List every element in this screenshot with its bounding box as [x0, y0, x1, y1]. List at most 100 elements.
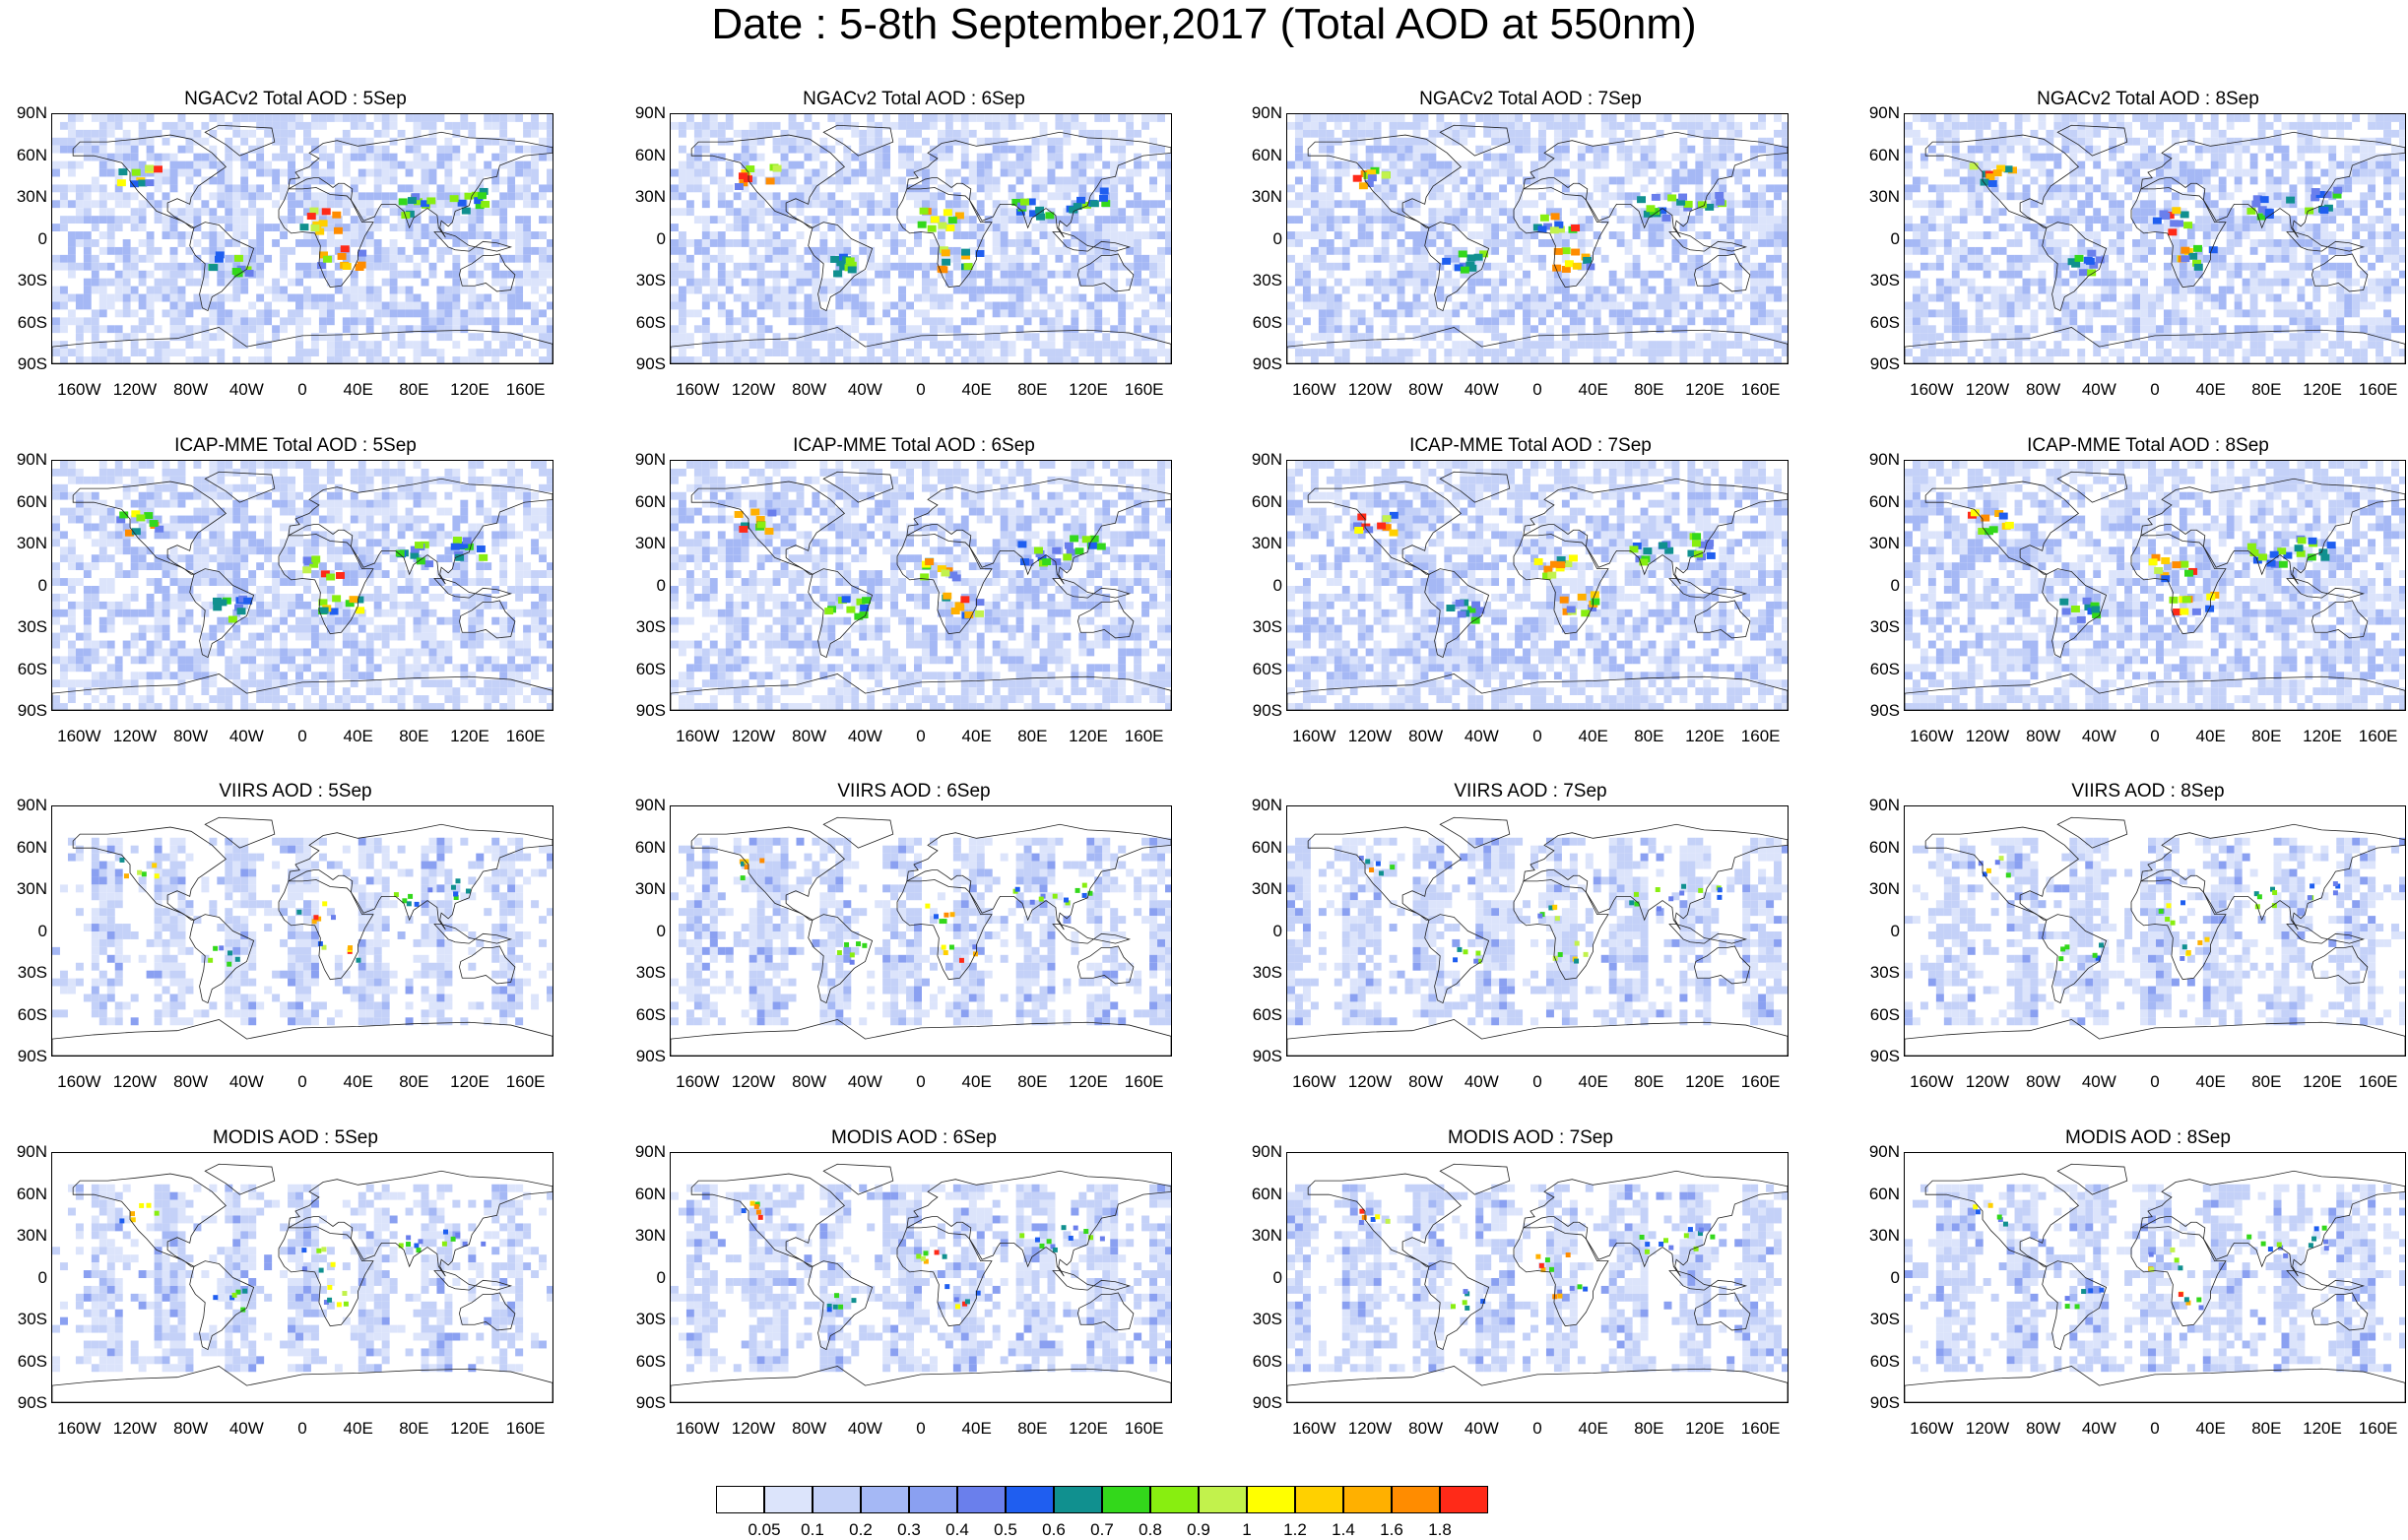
- lon-tick-label: 160E: [506, 381, 546, 399]
- lat-tick-label: 90S: [2, 1048, 47, 1065]
- lon-tick-label: 120E: [450, 381, 489, 399]
- aod-field: [52, 461, 553, 710]
- lat-tick-label: 90S: [620, 355, 666, 373]
- lon-tick-label: 120E: [2303, 381, 2342, 399]
- lat-tick-label: 30S: [1855, 964, 1900, 982]
- colorbar-swatch: [1295, 1486, 1343, 1513]
- lat-tick-label: 0: [620, 923, 666, 940]
- lon-tick-label: 120E: [450, 728, 489, 745]
- lon-tick-label: 40W: [229, 1420, 264, 1438]
- lon-tick-label: 120W: [113, 381, 157, 399]
- lat-tick-label: 30S: [620, 272, 666, 289]
- lon-tick-label: 120W: [732, 728, 775, 745]
- lon-tick-label: 160W: [1292, 728, 1335, 745]
- map-area: [1286, 805, 1789, 1057]
- lon-tick-label: 40W: [1464, 1420, 1499, 1438]
- lat-tick-label: 30N: [1237, 188, 1282, 206]
- colorbar-swatch: [813, 1486, 861, 1513]
- colorbar-label: 0.6: [1042, 1520, 1066, 1540]
- colorbar-label: 0.2: [849, 1520, 873, 1540]
- panel-title: NGACv2 Total AOD : 6Sep: [618, 89, 1209, 110]
- lon-tick-label: 0: [297, 1420, 306, 1438]
- lon-tick-label: 40E: [344, 381, 373, 399]
- lon-tick-label: 160W: [676, 728, 719, 745]
- lon-tick-label: 120W: [1966, 381, 2009, 399]
- lat-tick-label: 90N: [2, 451, 47, 469]
- map-area: [1286, 460, 1789, 711]
- colorbar-swatch: [1054, 1486, 1102, 1513]
- colorbar-swatch: [764, 1486, 813, 1513]
- lat-tick-label: 0: [2, 923, 47, 940]
- lon-tick-label: 160E: [1741, 1420, 1781, 1438]
- lon-tick-label: 120W: [732, 381, 775, 399]
- lon-tick-label: 80W: [1408, 381, 1443, 399]
- lat-tick-label: 60N: [620, 493, 666, 511]
- lon-tick-label: 160E: [2359, 1420, 2398, 1438]
- lon-tick-label: 80W: [1408, 1073, 1443, 1091]
- lon-tick-label: 120E: [450, 1073, 489, 1091]
- lat-tick-label: 90S: [1855, 355, 1900, 373]
- panel-title: NGACv2 Total AOD : 8Sep: [1853, 89, 2408, 110]
- lat-tick-label: 30N: [620, 188, 666, 206]
- lon-tick-label: 0: [297, 728, 306, 745]
- lon-tick-label: 160W: [1910, 381, 1953, 399]
- lat-tick-label: 60S: [1855, 661, 1900, 678]
- lat-tick-label: 60N: [620, 1186, 666, 1203]
- lon-tick-label: 80W: [173, 1073, 208, 1091]
- aod-field: [671, 114, 1171, 363]
- lon-tick-label: 0: [2150, 1073, 2159, 1091]
- lat-tick-label: 60S: [1237, 661, 1282, 678]
- lat-tick-label: 30S: [1237, 272, 1282, 289]
- aod-field: [1287, 1153, 1788, 1402]
- lat-tick-label: 0: [1237, 923, 1282, 940]
- lat-tick-label: 60N: [1855, 839, 1900, 857]
- lat-tick-label: 0: [1855, 923, 1900, 940]
- panel-title: MODIS AOD : 6Sep: [618, 1127, 1209, 1149]
- lat-tick-label: 60N: [620, 147, 666, 164]
- aod-field: [1905, 1153, 2405, 1402]
- lon-tick-label: 160E: [2359, 381, 2398, 399]
- panel-title: NGACv2 Total AOD : 5Sep: [0, 89, 591, 110]
- lon-tick-label: 40W: [2082, 1073, 2116, 1091]
- lat-tick-label: 60S: [620, 1006, 666, 1024]
- lat-tick-label: 90N: [1855, 104, 1900, 122]
- lon-tick-label: 120W: [732, 1073, 775, 1091]
- colorbar-label: 0.5: [994, 1520, 1017, 1540]
- lon-tick-label: 80E: [1017, 728, 1047, 745]
- lat-tick-label: 60N: [1237, 493, 1282, 511]
- lon-tick-label: 80E: [2251, 728, 2281, 745]
- lon-tick-label: 40W: [848, 1420, 882, 1438]
- lon-tick-label: 160E: [2359, 728, 2398, 745]
- lon-tick-label: 0: [2150, 381, 2159, 399]
- lon-tick-label: 80W: [173, 1420, 208, 1438]
- lon-tick-label: 160W: [57, 381, 100, 399]
- lon-tick-label: 40W: [2082, 381, 2116, 399]
- lat-tick-label: 0: [1855, 1269, 1900, 1287]
- lat-tick-label: 90S: [620, 1394, 666, 1412]
- lon-tick-label: 40W: [848, 381, 882, 399]
- lon-tick-label: 120W: [1348, 728, 1392, 745]
- lat-tick-label: 0: [620, 577, 666, 595]
- colorbar-label: 0.4: [945, 1520, 969, 1540]
- lat-tick-label: 60N: [1237, 147, 1282, 164]
- lon-tick-label: 160W: [676, 1420, 719, 1438]
- lon-tick-label: 80W: [2026, 381, 2060, 399]
- lon-tick-label: 80E: [1017, 381, 1047, 399]
- lon-tick-label: 120E: [1685, 1420, 1725, 1438]
- lon-tick-label: 40E: [962, 1073, 992, 1091]
- lat-tick-label: 60N: [2, 1186, 47, 1203]
- lat-tick-label: 0: [1237, 230, 1282, 248]
- lat-tick-label: 90S: [1237, 1048, 1282, 1065]
- map-area: [670, 113, 1172, 364]
- lon-tick-label: 0: [916, 381, 925, 399]
- colorbar-label: 1.4: [1332, 1520, 1355, 1540]
- lat-tick-label: 90S: [1855, 702, 1900, 720]
- panel-title: MODIS AOD : 8Sep: [1853, 1127, 2408, 1149]
